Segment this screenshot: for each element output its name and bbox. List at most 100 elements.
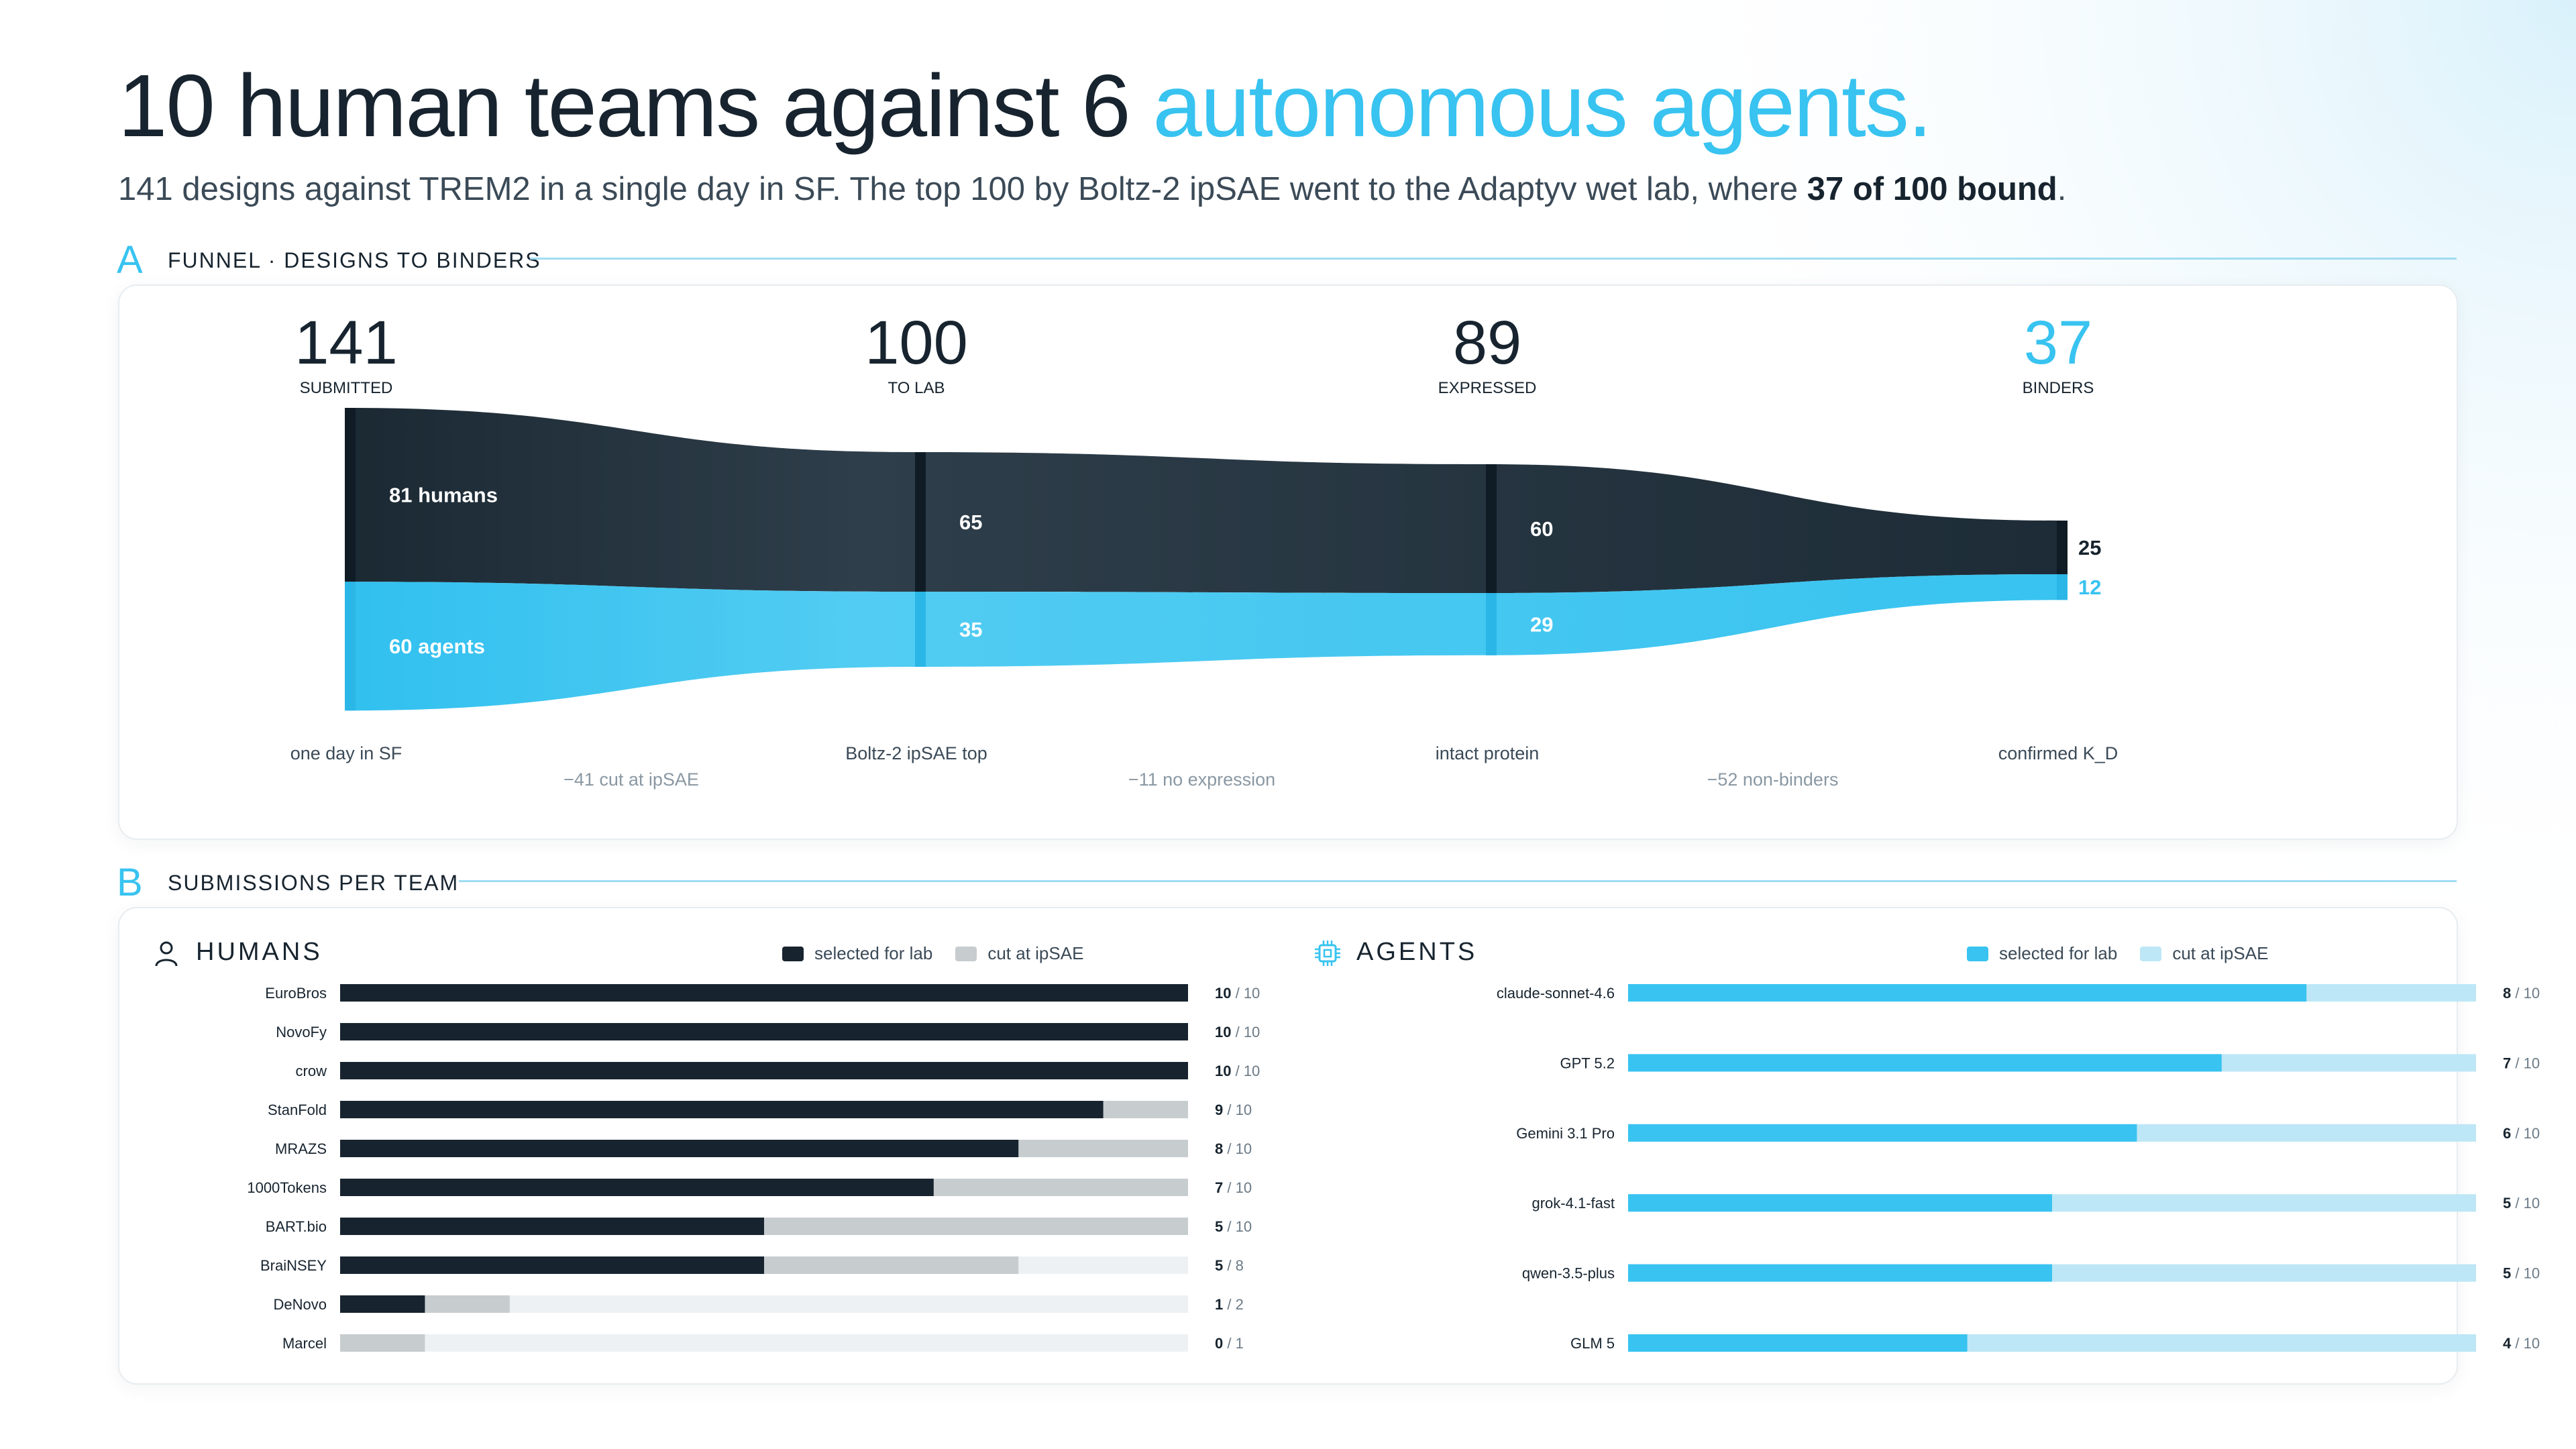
bar-selected [340, 1295, 425, 1313]
title-main: 10 human teams against 6 [118, 56, 1131, 155]
team-submitted-count: / 2 [1223, 1296, 1244, 1313]
bar-selected [340, 984, 1188, 1002]
team-selected-count: 8 [2503, 985, 2511, 1002]
team-count: 10 / 10 [1215, 985, 1260, 1002]
team-selected-count: 5 [2503, 1265, 2511, 1282]
humans-node [915, 452, 926, 592]
stage-label: EXPRESSED [1438, 379, 1537, 397]
team-name: BraiNSEY [260, 1257, 327, 1274]
section-b-rule [459, 880, 2457, 882]
team-submitted-count: / 10 [1223, 1179, 1252, 1196]
section-a-rule [530, 258, 2457, 260]
stage-caption: one day in SF [290, 743, 402, 763]
humans-flow-label: 60 [1530, 517, 1553, 541]
team-selected-count: 5 [2503, 1195, 2511, 1212]
bar-selected [340, 1179, 934, 1196]
bar-cut [340, 1334, 425, 1352]
bar-selected [1628, 1054, 2222, 1072]
humans-panel-title: HUMANS [196, 938, 323, 966]
legend-swatch-cut [955, 946, 977, 961]
team-submitted-count: / 10 [1231, 985, 1260, 1002]
humans-node [2057, 521, 2068, 574]
team-submitted-count: / 10 [1223, 1102, 1252, 1118]
team-selected-count: 6 [2503, 1125, 2511, 1142]
team-submitted-count: / 10 [2511, 985, 2540, 1002]
team-count: 7 / 10 [2503, 1055, 2540, 1071]
bar-selected [340, 1218, 764, 1235]
agents-node [1486, 593, 1497, 655]
team-name: GLM 5 [1570, 1335, 1615, 1352]
team-name: qwen-3.5-plus [1522, 1265, 1615, 1282]
team-count: 7 / 10 [1215, 1179, 1252, 1196]
agents-final-label: 12 [2078, 576, 2101, 599]
team-submitted-count: / 10 [1231, 1063, 1260, 1079]
team-submitted-count: / 8 [1223, 1257, 1244, 1274]
section-b-label: SUBMISSIONS PER TEAM [168, 871, 460, 895]
stage-caption: Boltz-2 ipSAE top [845, 743, 987, 763]
team-count: 5 / 10 [1215, 1218, 1252, 1235]
bar-selected [340, 1101, 1104, 1118]
team-count: 5 / 10 [2503, 1195, 2540, 1212]
team-selected-count: 10 [1215, 1024, 1231, 1040]
agents-panel-title: AGENTS [1356, 938, 1478, 966]
legend-swatch-selected-agents [1967, 946, 1988, 961]
humans-flow-label: 81 humans [389, 484, 498, 507]
bar-selected [1628, 1264, 2052, 1282]
stage-value: 141 [294, 309, 398, 377]
team-submitted-count: / 10 [2511, 1125, 2540, 1142]
team-name: StanFold [268, 1102, 327, 1118]
team-name: BART.bio [266, 1218, 327, 1235]
legend-label-cut-agents: cut at ipSAE [2172, 943, 2269, 963]
team-count: 9 / 10 [1215, 1102, 1252, 1118]
agents-flow-label: 60 agents [389, 635, 485, 658]
team-selected-count: 5 [1215, 1218, 1223, 1235]
bar-selected [1628, 1194, 2052, 1212]
team-name: grok-4.1-fast [1532, 1195, 1615, 1212]
team-name: crow [296, 1063, 327, 1079]
bar-selected [340, 1256, 764, 1274]
drop-label: −41 cut at ipSAE [564, 769, 699, 790]
agents-bar-chart: claude-sonnet-4.6 8 / 10 GPT 5.2 7 / 10 Gemi… [1497, 984, 2540, 1352]
team-count: 5 / 8 [1215, 1257, 1244, 1274]
funnel-chart: 141 SUBMITTED one day in SF 100 TO LAB Boltz-… [290, 309, 2118, 790]
section-a-label: FUNNEL · DESIGNS TO BINDERS [168, 248, 541, 272]
bar-track [340, 1334, 1188, 1352]
team-name: DeNovo [274, 1296, 327, 1313]
team-count: 0 / 1 [1215, 1335, 1244, 1352]
legend-swatch-cut-agents [2140, 946, 2162, 961]
team-selected-count: 1 [1215, 1296, 1223, 1313]
stage-caption: intact protein [1436, 743, 1540, 763]
subtitle-bold: 37 of 100 bound [1807, 171, 2057, 207]
team-count: 10 / 10 [1215, 1063, 1260, 1079]
drop-label: −52 non-binders [1707, 769, 1839, 790]
team-submitted-count: / 10 [2511, 1195, 2540, 1212]
team-submitted-count: / 10 [2511, 1055, 2540, 1071]
agents-flow-label: 35 [959, 618, 982, 641]
legend-label-cut: cut at ipSAE [987, 943, 1084, 963]
team-selected-count: 9 [1215, 1102, 1223, 1118]
team-submitted-count: / 10 [2511, 1265, 2540, 1282]
humans-flow-label: 65 [959, 511, 982, 534]
team-selected-count: 10 [1215, 985, 1231, 1002]
team-selected-count: 8 [1215, 1140, 1223, 1157]
stage-value: 100 [865, 309, 968, 377]
team-selected-count: 7 [2503, 1055, 2511, 1071]
team-selected-count: 10 [1215, 1063, 1231, 1079]
team-selected-count: 0 [1215, 1335, 1223, 1352]
bar-selected [340, 1062, 1188, 1079]
team-name: claude-sonnet-4.6 [1497, 985, 1615, 1002]
team-count: 5 / 10 [2503, 1265, 2540, 1282]
legend-label-selected-agents: selected for lab [1999, 943, 2118, 963]
team-count: 8 / 10 [1215, 1140, 1252, 1157]
agents-node [345, 582, 356, 711]
bar-selected [1628, 1124, 2137, 1142]
team-submitted-count: / 10 [1231, 1024, 1260, 1040]
humans-node [1486, 464, 1497, 593]
subtitle-main: 141 designs against TREM2 in a single da… [118, 171, 1799, 207]
stage-label: SUBMITTED [300, 379, 393, 397]
humans-legend: selected for lab cut at ipSAE [782, 943, 1083, 964]
stage-label: BINDERS [2023, 379, 2094, 397]
title-accent: autonomous agents. [1152, 56, 1932, 155]
subtitle-end: . [2057, 171, 2067, 207]
